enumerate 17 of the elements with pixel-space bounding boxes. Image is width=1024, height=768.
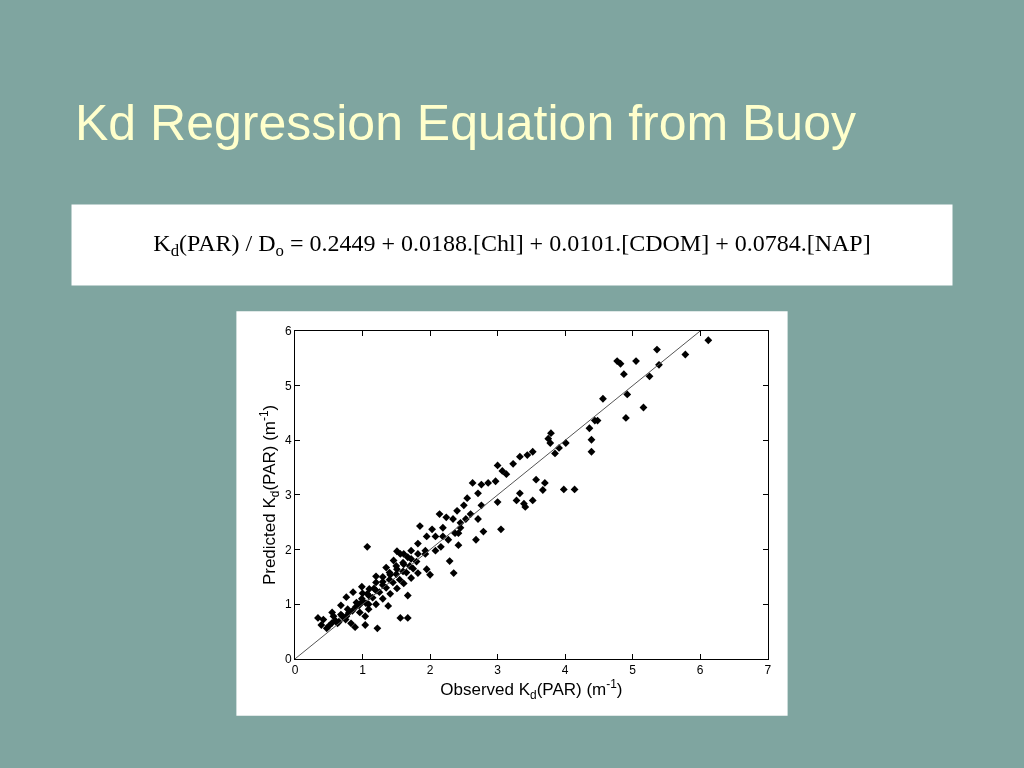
x-axis-title: Observed K$_{d}$(PAR) (m$^{-1}$) [440,677,623,703]
chart-subtitle: K$_{d}$(PAR) / D$_{o}$ = 0.2449 + 0.0188.[Chl] + 0.0101.[CDOM] + 0.0784.[NAP] [153,229,871,261]
x-tick-label: 6 [696,663,704,678]
x-tick-label: 3 [494,663,502,678]
y-tick-label: 6 [284,324,292,339]
x-tick-label: 4 [561,663,569,678]
y-tick-label: 0 [284,652,292,667]
y-tick-label: 5 [284,378,292,393]
x-tick-label: 7 [764,663,772,678]
y-tick-label: 2 [284,542,292,557]
x-tick-label: 1 [359,663,367,678]
y-tick-label: 1 [284,597,292,612]
chart-title: Kd Regression Equation from Buoy [75,95,856,151]
y-tick-label: 3 [284,488,292,503]
y-tick-label: 4 [284,433,292,448]
x-tick-label: 2 [426,663,434,678]
x-tick-label: 5 [629,663,637,678]
